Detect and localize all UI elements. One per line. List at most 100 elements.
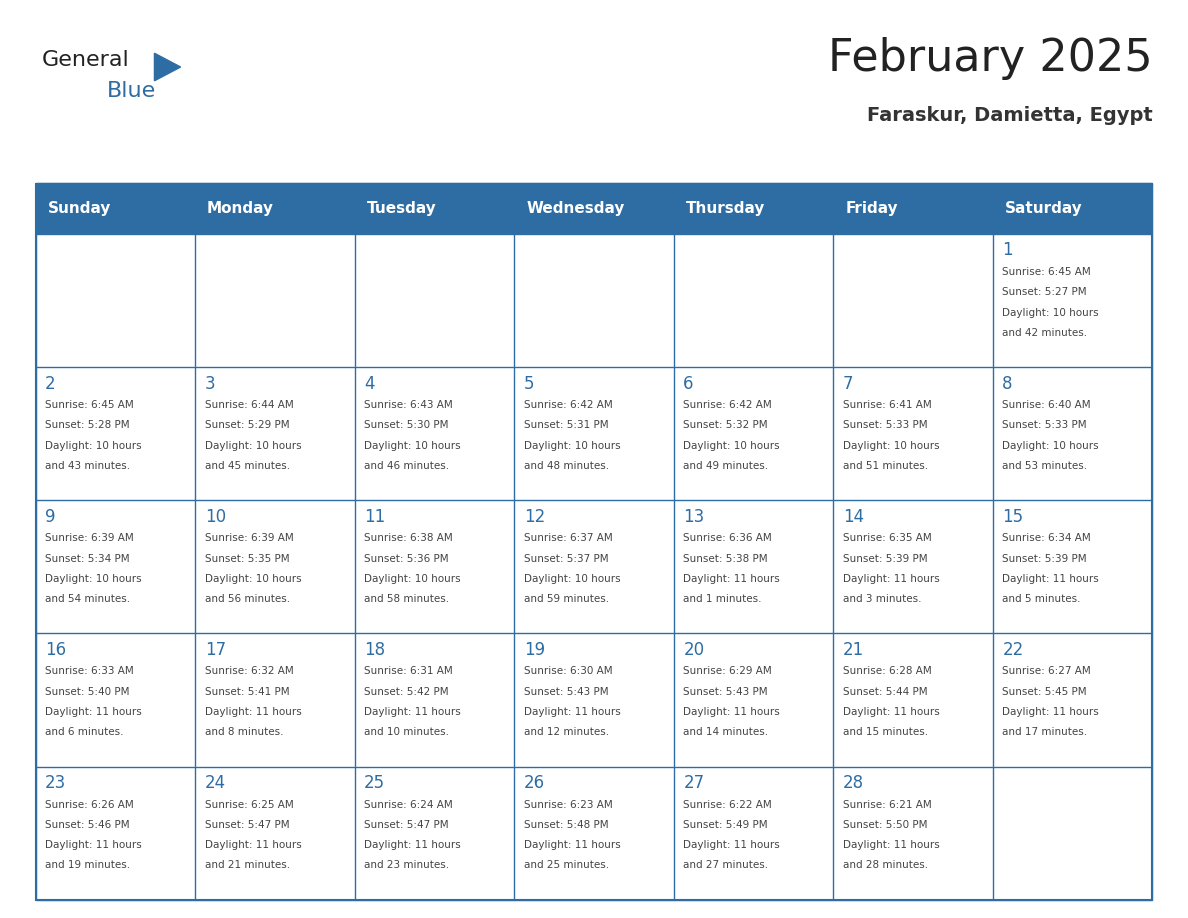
Text: Sunset: 5:28 PM: Sunset: 5:28 PM: [45, 420, 129, 431]
Text: 3: 3: [204, 375, 215, 393]
Text: and 15 minutes.: and 15 minutes.: [842, 727, 928, 737]
Text: Daylight: 11 hours: Daylight: 11 hours: [1003, 707, 1099, 717]
Text: 13: 13: [683, 508, 704, 526]
Text: Sunrise: 6:42 AM: Sunrise: 6:42 AM: [524, 400, 613, 410]
Text: and 14 minutes.: and 14 minutes.: [683, 727, 769, 737]
Text: Daylight: 11 hours: Daylight: 11 hours: [842, 707, 940, 717]
Text: Sunset: 5:32 PM: Sunset: 5:32 PM: [683, 420, 767, 431]
Text: Sunset: 5:31 PM: Sunset: 5:31 PM: [524, 420, 608, 431]
Text: and 27 minutes.: and 27 minutes.: [683, 860, 769, 870]
Text: Sunset: 5:30 PM: Sunset: 5:30 PM: [365, 420, 449, 431]
Text: 19: 19: [524, 641, 545, 659]
FancyBboxPatch shape: [355, 500, 514, 633]
Text: Sunrise: 6:39 AM: Sunrise: 6:39 AM: [204, 533, 293, 543]
Text: and 12 minutes.: and 12 minutes.: [524, 727, 609, 737]
FancyBboxPatch shape: [195, 767, 355, 900]
Text: and 1 minutes.: and 1 minutes.: [683, 594, 762, 604]
FancyBboxPatch shape: [36, 184, 1152, 234]
Text: Sunrise: 6:25 AM: Sunrise: 6:25 AM: [204, 800, 293, 810]
Text: Daylight: 10 hours: Daylight: 10 hours: [45, 574, 141, 584]
FancyBboxPatch shape: [36, 234, 195, 367]
Text: Sunrise: 6:22 AM: Sunrise: 6:22 AM: [683, 800, 772, 810]
FancyBboxPatch shape: [355, 367, 514, 500]
Text: Sunset: 5:38 PM: Sunset: 5:38 PM: [683, 554, 767, 564]
Text: 26: 26: [524, 774, 545, 792]
FancyBboxPatch shape: [195, 633, 355, 767]
Text: Sunset: 5:29 PM: Sunset: 5:29 PM: [204, 420, 290, 431]
Text: and 17 minutes.: and 17 minutes.: [1003, 727, 1087, 737]
Text: Daylight: 11 hours: Daylight: 11 hours: [683, 574, 781, 584]
Text: Sunset: 5:41 PM: Sunset: 5:41 PM: [204, 687, 290, 697]
Text: Daylight: 11 hours: Daylight: 11 hours: [683, 840, 781, 850]
FancyBboxPatch shape: [195, 500, 355, 633]
Text: Sunset: 5:33 PM: Sunset: 5:33 PM: [842, 420, 928, 431]
Text: Sunrise: 6:32 AM: Sunrise: 6:32 AM: [204, 666, 293, 677]
Text: 14: 14: [842, 508, 864, 526]
Text: 18: 18: [365, 641, 385, 659]
FancyBboxPatch shape: [993, 500, 1152, 633]
Text: and 5 minutes.: and 5 minutes.: [1003, 594, 1081, 604]
Text: 22: 22: [1003, 641, 1024, 659]
Text: and 8 minutes.: and 8 minutes.: [204, 727, 283, 737]
Text: Sunrise: 6:35 AM: Sunrise: 6:35 AM: [842, 533, 931, 543]
Text: 28: 28: [842, 774, 864, 792]
Text: Friday: Friday: [845, 201, 898, 217]
Text: 7: 7: [842, 375, 853, 393]
FancyBboxPatch shape: [674, 767, 833, 900]
Text: Sunset: 5:44 PM: Sunset: 5:44 PM: [842, 687, 928, 697]
FancyBboxPatch shape: [993, 633, 1152, 767]
Text: Sunset: 5:35 PM: Sunset: 5:35 PM: [204, 554, 290, 564]
Text: and 45 minutes.: and 45 minutes.: [204, 461, 290, 471]
Text: Sunset: 5:37 PM: Sunset: 5:37 PM: [524, 554, 608, 564]
Text: Daylight: 11 hours: Daylight: 11 hours: [45, 707, 141, 717]
Text: 5: 5: [524, 375, 535, 393]
Text: Daylight: 10 hours: Daylight: 10 hours: [1003, 308, 1099, 318]
Text: Daylight: 11 hours: Daylight: 11 hours: [365, 840, 461, 850]
FancyBboxPatch shape: [514, 633, 674, 767]
Text: Sunrise: 6:31 AM: Sunrise: 6:31 AM: [365, 666, 453, 677]
FancyBboxPatch shape: [195, 234, 355, 367]
Text: 27: 27: [683, 774, 704, 792]
Text: Daylight: 11 hours: Daylight: 11 hours: [45, 840, 141, 850]
Text: Daylight: 10 hours: Daylight: 10 hours: [683, 441, 779, 451]
Text: Daylight: 11 hours: Daylight: 11 hours: [204, 707, 302, 717]
Text: Daylight: 10 hours: Daylight: 10 hours: [365, 574, 461, 584]
FancyBboxPatch shape: [36, 633, 195, 767]
Text: 10: 10: [204, 508, 226, 526]
Text: Daylight: 10 hours: Daylight: 10 hours: [204, 441, 302, 451]
Text: 20: 20: [683, 641, 704, 659]
Text: Faraskur, Damietta, Egypt: Faraskur, Damietta, Egypt: [866, 106, 1152, 125]
FancyBboxPatch shape: [195, 367, 355, 500]
Text: Sunset: 5:47 PM: Sunset: 5:47 PM: [204, 820, 290, 830]
Text: and 48 minutes.: and 48 minutes.: [524, 461, 609, 471]
Text: Sunrise: 6:36 AM: Sunrise: 6:36 AM: [683, 533, 772, 543]
Polygon shape: [154, 53, 181, 81]
FancyBboxPatch shape: [674, 633, 833, 767]
FancyBboxPatch shape: [355, 767, 514, 900]
Text: Blue: Blue: [107, 81, 156, 101]
Text: and 56 minutes.: and 56 minutes.: [204, 594, 290, 604]
Text: Sunrise: 6:21 AM: Sunrise: 6:21 AM: [842, 800, 931, 810]
FancyBboxPatch shape: [36, 367, 195, 500]
Text: Sunset: 5:27 PM: Sunset: 5:27 PM: [1003, 287, 1087, 297]
FancyBboxPatch shape: [36, 500, 195, 633]
FancyBboxPatch shape: [514, 767, 674, 900]
Text: General: General: [42, 50, 129, 71]
FancyBboxPatch shape: [514, 234, 674, 367]
Text: Daylight: 11 hours: Daylight: 11 hours: [365, 707, 461, 717]
Text: Sunset: 5:46 PM: Sunset: 5:46 PM: [45, 820, 129, 830]
FancyBboxPatch shape: [36, 767, 195, 900]
Text: 17: 17: [204, 641, 226, 659]
FancyBboxPatch shape: [674, 367, 833, 500]
Text: Daylight: 11 hours: Daylight: 11 hours: [524, 707, 620, 717]
FancyBboxPatch shape: [833, 767, 993, 900]
FancyBboxPatch shape: [355, 633, 514, 767]
Text: 4: 4: [365, 375, 374, 393]
Text: Sunrise: 6:29 AM: Sunrise: 6:29 AM: [683, 666, 772, 677]
FancyBboxPatch shape: [674, 500, 833, 633]
Text: Daylight: 10 hours: Daylight: 10 hours: [524, 441, 620, 451]
Text: and 19 minutes.: and 19 minutes.: [45, 860, 131, 870]
FancyBboxPatch shape: [833, 633, 993, 767]
Text: Sunset: 5:45 PM: Sunset: 5:45 PM: [1003, 687, 1087, 697]
Text: Sunrise: 6:45 AM: Sunrise: 6:45 AM: [45, 400, 134, 410]
